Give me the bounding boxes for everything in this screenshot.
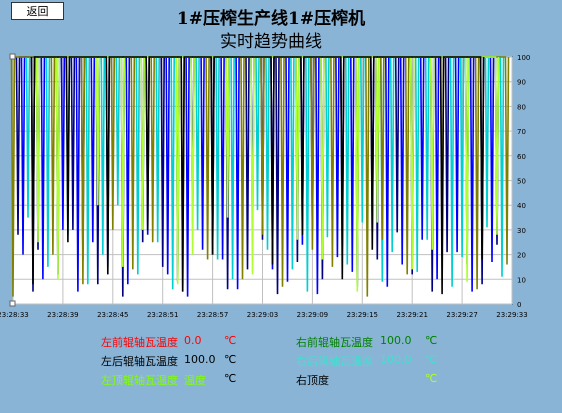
- page-subtitle: 实时趋势曲线: [220, 32, 322, 52]
- x-tick-label: 23:28:57: [197, 311, 228, 319]
- y-tick-label: 20: [517, 252, 526, 260]
- legend-right-unit-3: ℃: [425, 372, 438, 385]
- x-tick-label: 23:28:39: [47, 311, 78, 319]
- x-tick-label: 23:29:09: [297, 311, 328, 319]
- legend-left-label-1: 左前辊轴瓦温度: [101, 336, 178, 349]
- legend-left-unit-1: ℃: [224, 334, 237, 347]
- y-tick-label: 90: [517, 79, 526, 87]
- y-tick-label: 0: [517, 301, 521, 309]
- trend-chart: 0 10 20 30 40 50 60 70 80 90 100 23:28:33 23:28:39 23…: [0, 53, 530, 319]
- y-tick-label: 50: [517, 178, 526, 186]
- x-tick-label: 23:29:33: [496, 311, 527, 319]
- series-line-3: [25, 56, 505, 292]
- legend-right-label-1: 右前辊轴瓦温度: [296, 336, 373, 349]
- legend-left-value-2: 100.0: [184, 353, 216, 366]
- legend-left-value-3: 温度: [184, 374, 206, 387]
- axis-handle-bottom: [9, 300, 16, 307]
- y-tick-label: 30: [517, 227, 526, 235]
- x-tick-label: 23:28:33: [0, 311, 29, 319]
- x-tick-label: 23:29:27: [446, 311, 477, 319]
- y-tick-label: 80: [517, 103, 526, 111]
- x-tick-label: 23:28:45: [97, 311, 128, 319]
- y-tick-label: 60: [517, 153, 526, 161]
- legend-right-unit-2: ℃: [425, 353, 438, 366]
- y-tick-label: 70: [517, 128, 526, 136]
- page-title: 1#压榨生产线1#压榨机: [176, 9, 366, 29]
- legend-right-value-1: 100.0: [380, 334, 412, 347]
- legend-left-value-1: 0.0: [184, 334, 202, 347]
- legend-right-label-2: 右后辊轴瓦温度: [296, 355, 373, 368]
- x-tick-label: 23:29:15: [347, 311, 378, 319]
- legend-left-unit-2: ℃: [224, 353, 237, 366]
- y-tick-label: 100: [517, 54, 530, 62]
- series-line-4: [10, 56, 510, 297]
- legend-left-label-2: 左后辊轴瓦温度: [101, 355, 178, 368]
- x-tick-label: 23:28:51: [147, 311, 178, 319]
- y-tick-label: 10: [517, 276, 526, 284]
- legend-right-label-3: 右顶度: [296, 374, 329, 387]
- x-tick-label: 23:29:03: [247, 311, 278, 319]
- legend-left-unit-3: ℃: [224, 372, 237, 385]
- y-tick-label: 40: [517, 202, 526, 210]
- legend-left-label-3: 左顶辊轴瓦温度: [101, 374, 178, 387]
- back-button[interactable]: 返回: [11, 2, 64, 20]
- series-line-6: [30, 56, 485, 295]
- x-tick-label: 23:29:21: [396, 311, 427, 319]
- legend-right-value-2: 100.0: [380, 353, 412, 366]
- axis-handle-top: [9, 53, 16, 60]
- legend-right-unit-1: ℃: [425, 334, 438, 347]
